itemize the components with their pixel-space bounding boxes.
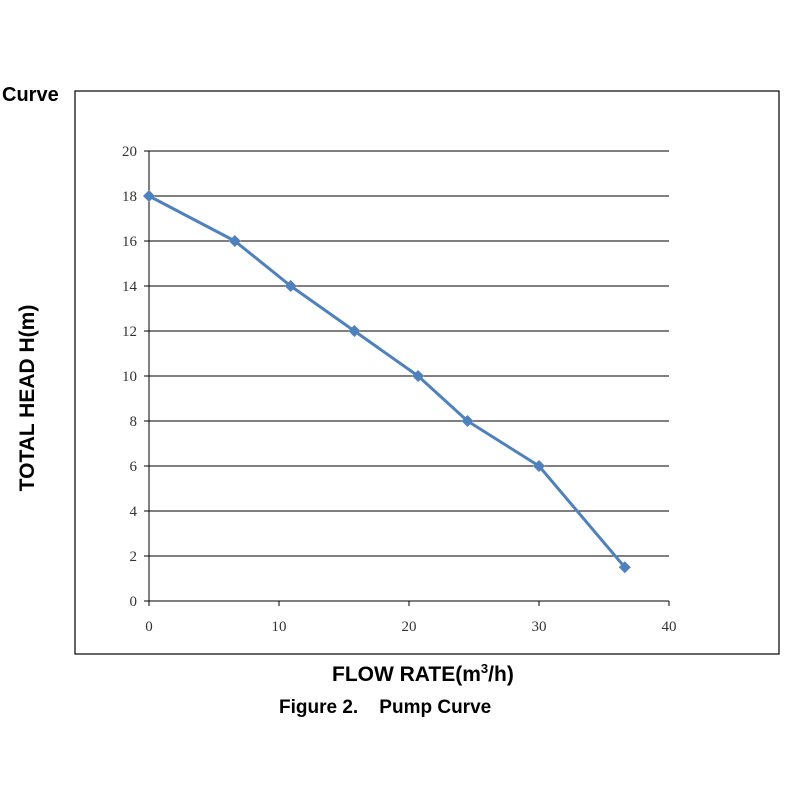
x-axis-label-main: FLOW RATE(m [332, 663, 481, 686]
data-point-0 [143, 190, 155, 202]
y-tick-labels: 0 2 4 6 8 10 12 14 16 18 20 [122, 144, 138, 610]
y-tick-label-12: 12 [122, 324, 137, 340]
series-head-curve [143, 190, 631, 574]
data-point-5 [461, 415, 474, 427]
y-tick-label-14: 14 [122, 279, 138, 295]
x-tick-label-40: 40 [662, 619, 677, 635]
data-point-7 [618, 561, 631, 574]
series-line-0 [148, 194, 626, 569]
data-point-6 [533, 460, 545, 472]
y-tick-label-18: 18 [122, 189, 137, 205]
chart-frame [74, 90, 780, 655]
y-tick-label-16: 16 [122, 234, 138, 250]
y-tick-label-0: 0 [130, 594, 138, 610]
chart-heading: Curve [2, 84, 59, 106]
x-tick-label-30: 30 [532, 619, 547, 635]
y-tick-label-8: 8 [130, 414, 138, 430]
x-axis-label-tail: /h) [488, 663, 514, 686]
x-tick-labels: 0 10 20 30 40 [145, 619, 676, 635]
y-tick-label-10: 10 [122, 369, 137, 385]
y-axis-label: TOTAL HEAD H(m) [16, 304, 39, 492]
x-axis-label-superscript: 3 [480, 661, 489, 676]
data-point-3 [348, 325, 361, 337]
x-tick-label-10: 10 [272, 619, 287, 635]
x-tick-label-20: 20 [402, 619, 417, 635]
y-tick-label-6: 6 [130, 459, 138, 475]
x-tick-label-0: 0 [145, 619, 153, 635]
data-point-4 [412, 370, 425, 382]
y-tick-label-20: 20 [122, 144, 137, 160]
x-axis-label: FLOW RATE(m3/h) [332, 661, 514, 687]
data-point-2 [284, 280, 297, 292]
y-tick-label-4: 4 [130, 504, 138, 520]
figure-caption: Figure 2. Pump Curve [279, 697, 492, 718]
axes [144, 150, 670, 606]
grid-lines [149, 150, 669, 557]
data-point-1 [228, 235, 241, 247]
y-tick-label-2: 2 [130, 549, 138, 565]
